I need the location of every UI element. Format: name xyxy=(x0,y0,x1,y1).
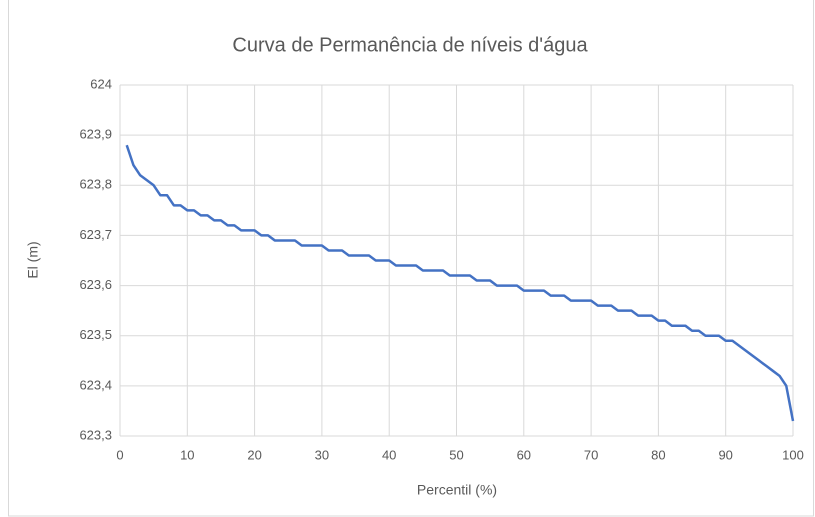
y-tick-label: 624 xyxy=(90,76,112,91)
y-axis-label: El (m) xyxy=(25,241,41,278)
x-tick-label: 70 xyxy=(584,447,598,462)
y-tick-label: 623,4 xyxy=(79,377,112,392)
x-tick-label: 0 xyxy=(116,447,123,462)
x-tick-label: 80 xyxy=(651,447,665,462)
chart-title: Curva de Permanência de níveis d'água xyxy=(232,34,588,56)
y-tick-label: 623,3 xyxy=(79,427,112,442)
y-tick-label: 623,9 xyxy=(79,127,112,142)
x-tick-label: 10 xyxy=(180,447,194,462)
x-tick-label: 60 xyxy=(517,447,531,462)
data-line xyxy=(125,144,795,422)
x-tick-label: 50 xyxy=(449,447,463,462)
x-tick-label: 100 xyxy=(782,447,804,462)
x-tick-label: 90 xyxy=(718,447,732,462)
x-tick-label: 20 xyxy=(247,447,261,462)
y-tick-label: 623,7 xyxy=(79,227,112,242)
y-tick-label: 623,8 xyxy=(79,177,112,192)
chart-border xyxy=(8,0,814,517)
x-axis-label: Percentil (%) xyxy=(417,482,497,498)
y-tick-label: 623,5 xyxy=(79,327,112,342)
y-tick-label: 623,6 xyxy=(79,277,112,292)
x-tick-label: 30 xyxy=(315,447,329,462)
x-tick-label: 40 xyxy=(382,447,396,462)
